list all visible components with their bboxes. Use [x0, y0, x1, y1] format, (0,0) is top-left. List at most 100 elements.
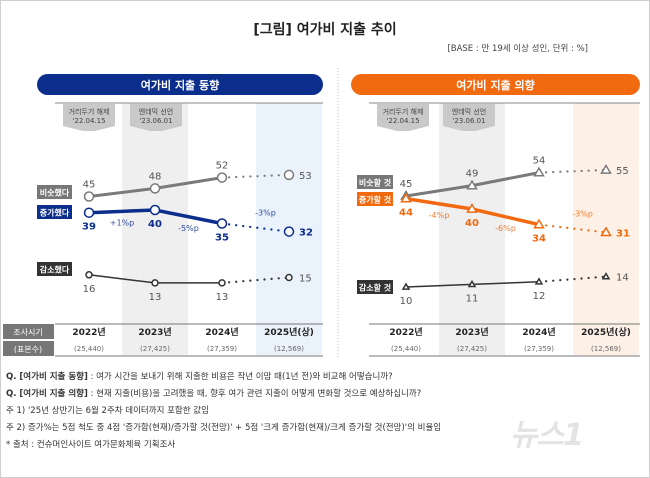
data-label: 52	[216, 161, 229, 172]
data-point	[467, 279, 477, 288]
data-label: 40	[148, 219, 162, 230]
data-label: 10	[400, 296, 413, 307]
event-tag	[443, 104, 495, 131]
series-label-box	[357, 280, 393, 294]
event-date: '22.04.15	[72, 117, 105, 125]
data-point	[533, 166, 545, 177]
highlight-band-2023	[439, 103, 505, 355]
x-tick-label: 2023년	[138, 326, 171, 338]
series-forecast-line-3	[537, 275, 608, 283]
event-label: 거리두기 해제	[383, 107, 424, 116]
series-label-box	[357, 175, 393, 189]
change-annotation: -4%p	[429, 211, 450, 220]
data-point	[534, 277, 544, 285]
x-tick-label: 2024년	[522, 326, 555, 338]
x-tick-label: 2022년	[72, 326, 105, 338]
series-label: 증가했다	[40, 208, 70, 218]
data-label: 45	[400, 179, 413, 190]
note-3: 주 1) '25년 상반기는 6월 2주차 데이터까지 포함한 값임	[6, 406, 209, 416]
period-label-box	[3, 324, 54, 339]
data-point	[283, 169, 295, 181]
data-label: 53	[299, 171, 312, 182]
change-annotation: -5%p	[178, 224, 199, 233]
series-label-box	[37, 262, 72, 276]
series-forecast-line-2	[220, 222, 291, 233]
sample-label-box	[3, 341, 54, 356]
data-label: 15	[299, 274, 312, 285]
panel-header-pill	[37, 74, 323, 95]
x-tick-label: 2025년(상)	[581, 326, 631, 338]
data-point	[83, 207, 95, 218]
data-point	[533, 218, 545, 229]
panel-title: 여가비 지출 의향	[456, 78, 535, 92]
sample-size: (12,569)	[274, 345, 304, 353]
event-tag	[130, 104, 182, 131]
series-label: 감소했다	[40, 265, 70, 275]
data-point	[151, 279, 159, 287]
data-label: 39	[82, 222, 96, 233]
event-date: '23.06.01	[452, 117, 485, 125]
x-tick-label: 2023년	[455, 326, 488, 338]
data-label: 40	[465, 218, 479, 229]
data-point	[83, 191, 95, 202]
event-tag	[63, 104, 115, 131]
series-forecast-line-3	[220, 276, 291, 284]
note-5: * 출처 : 컨슈머인사이트 여가문화체육 기획조사	[6, 440, 176, 450]
data-point	[149, 204, 161, 216]
data-point	[401, 282, 411, 290]
event-tag	[377, 104, 429, 131]
data-label: 11	[466, 293, 479, 304]
change-annotation: -6%p	[495, 224, 516, 233]
sample-size: (27,359)	[207, 345, 237, 353]
x-tick-label: 2024년	[205, 326, 238, 338]
event-label: 엔데믹 선언	[452, 107, 486, 116]
series-label-box	[37, 205, 72, 219]
period-label: 조사시기	[13, 328, 42, 337]
data-point	[466, 179, 478, 190]
sample-size: (27,359)	[524, 345, 554, 353]
series-forecast-line-2	[537, 223, 608, 234]
data-point	[218, 279, 226, 287]
event-label: 엔데믹 선언	[139, 107, 173, 116]
panel-title: 여가비 지출 동향	[141, 78, 220, 92]
data-point	[149, 183, 161, 194]
sample-label: (표본수)	[14, 345, 42, 354]
figure-title: [그림] 여가비 지출 추이	[253, 22, 397, 38]
data-point	[466, 203, 478, 213]
sample-size: (27,425)	[457, 345, 487, 353]
note-2: Q. [여가비 지출 의향] : 현재 지출(비용)을 고려했을 때, 향후 여…	[6, 389, 422, 399]
data-point	[600, 226, 612, 237]
sample-size: (27,425)	[140, 345, 170, 353]
series-label: 감소할 것	[359, 283, 391, 293]
data-point	[85, 271, 93, 279]
change-annotation: -3%p	[255, 209, 276, 218]
event-label: 거리두기 해제	[69, 107, 110, 116]
data-label: 55	[616, 166, 629, 177]
base-note: [BASE : 만 19세 이상 성인, 단위 : %]	[447, 44, 588, 54]
data-label: 13	[149, 292, 162, 303]
data-point	[600, 164, 612, 174]
data-point	[283, 226, 295, 237]
news1-watermark-logo: 뉴스1	[510, 418, 584, 453]
data-label: 14	[616, 273, 629, 284]
event-date: '23.06.01	[139, 117, 172, 125]
data-label: 49	[466, 169, 479, 180]
sample-size: (12,569)	[591, 345, 621, 353]
series-label: 증가할 것	[359, 195, 391, 205]
series-forecast-line-1	[220, 173, 291, 179]
data-label: 54	[533, 156, 546, 167]
data-label: 12	[533, 291, 546, 302]
notes: Q. [여가비 지출 동향] : 여가 시간을 보내기 위해 지출한 비용은 작…	[6, 369, 441, 454]
sample-size: (25,440)	[391, 345, 421, 353]
panel-header-pill	[351, 74, 640, 95]
data-point	[216, 218, 228, 229]
data-label: 13	[216, 292, 229, 303]
series-forecast-line-1	[537, 168, 608, 174]
series-label: 비슷할 것	[359, 178, 391, 188]
data-label: 32	[299, 228, 313, 239]
data-label: 48	[149, 171, 162, 182]
series-label: 비슷했다	[40, 188, 70, 198]
sample-size: (25,440)	[74, 345, 104, 353]
x-tick-label: 2025년(상)	[264, 326, 314, 338]
